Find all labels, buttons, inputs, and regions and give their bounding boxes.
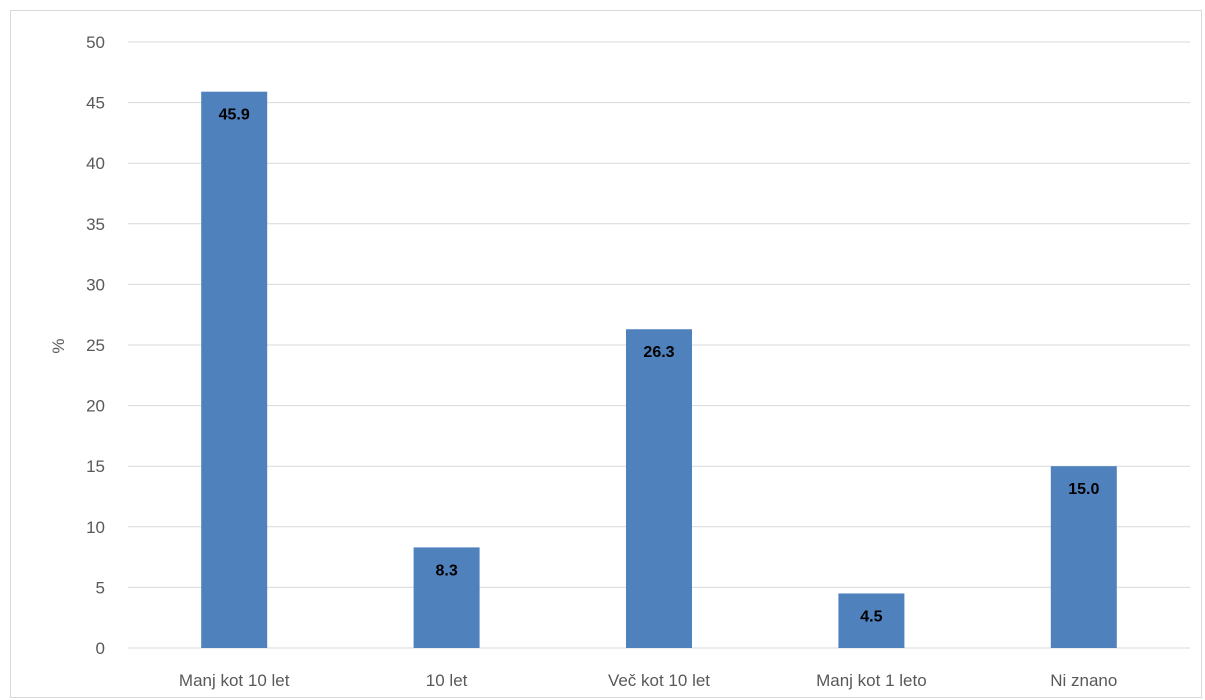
y-tick-label: 35 xyxy=(86,215,105,234)
bar xyxy=(413,547,480,648)
data-label: 4.5 xyxy=(860,608,882,625)
y-tick-label: 30 xyxy=(86,275,105,294)
y-tick-label: 40 xyxy=(86,154,105,173)
bar xyxy=(838,593,905,648)
y-tick-label: 0 xyxy=(96,639,105,658)
x-category-label: Ni znano xyxy=(1050,671,1117,690)
y-tick-label: 15 xyxy=(86,457,105,476)
x-category-label: Manj kot 10 let xyxy=(179,671,290,690)
bar xyxy=(1050,466,1117,648)
y-tick-label: 45 xyxy=(86,94,105,113)
x-axis-categories: Manj kot 10 let 10 let Več kot 10 let Manj … xyxy=(179,671,1117,690)
data-label: 45.9 xyxy=(219,107,250,124)
x-category-label: 10 let xyxy=(426,671,468,690)
data-label: 26.3 xyxy=(643,344,674,361)
y-tick-label: 50 xyxy=(86,33,105,52)
data-labels: 45.9 8.3 26.3 4.5 15.0 xyxy=(219,107,1100,626)
y-tick-label: 20 xyxy=(86,397,105,416)
bar xyxy=(626,329,692,648)
gridlines xyxy=(128,41,1190,649)
bars xyxy=(201,91,1117,648)
data-label: 15.0 xyxy=(1068,481,1099,498)
bar xyxy=(201,91,268,648)
y-tick-label: 5 xyxy=(96,578,105,597)
y-axis-title: % xyxy=(49,338,68,353)
x-category-label: Več kot 10 let xyxy=(608,671,710,690)
y-tick-label: 25 xyxy=(86,336,105,355)
y-tick-label: 10 xyxy=(86,518,105,537)
x-category-label: Manj kot 1 leto xyxy=(816,671,927,690)
y-axis-ticks: 0 5 10 15 20 25 30 35 40 45 50 xyxy=(86,33,105,658)
data-label: 8.3 xyxy=(435,562,457,579)
